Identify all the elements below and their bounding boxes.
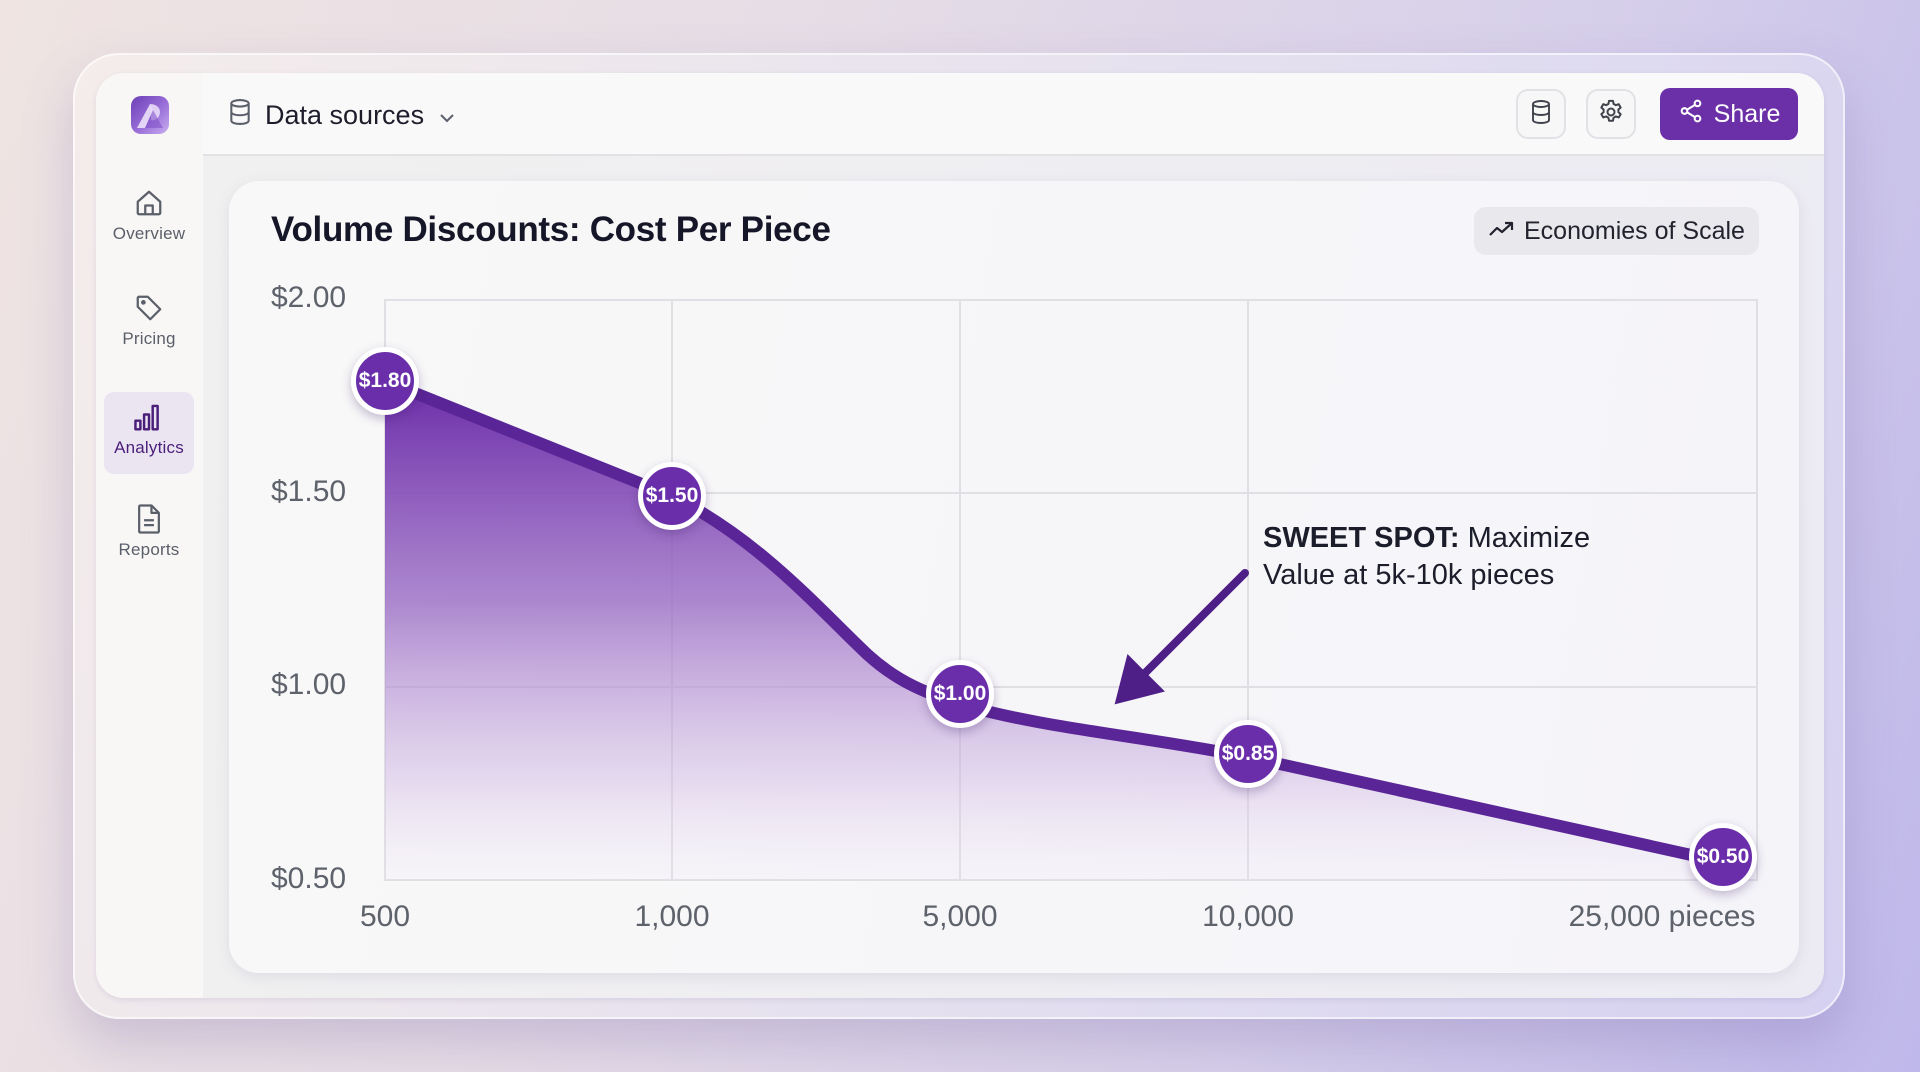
- tag-icon: [134, 291, 164, 325]
- database-button[interactable]: [1516, 89, 1566, 139]
- sweet-spot-annotation: SWEET SPOT: Maximize Value at 5k-10k pie…: [1263, 520, 1590, 594]
- settings-button[interactable]: [1586, 89, 1636, 139]
- badge-label: Economies of Scale: [1524, 216, 1745, 245]
- x-tick-label: 5,000: [922, 900, 998, 933]
- bar-chart-icon: [133, 400, 165, 434]
- data-point-marker[interactable]: $1.80: [351, 347, 419, 415]
- economies-of-scale-badge[interactable]: Economies of Scale: [1474, 207, 1759, 255]
- x-tick-label: 10,000: [1202, 900, 1294, 933]
- share-button[interactable]: Share: [1660, 88, 1798, 140]
- y-tick-label: $0.50: [271, 862, 347, 895]
- top-header: Data sources Share: [203, 73, 1824, 156]
- gear-icon: [1597, 98, 1625, 131]
- data-point-marker[interactable]: $1.50: [638, 462, 706, 530]
- data-sources-label: Data sources: [265, 99, 425, 130]
- logo-icon: [137, 104, 163, 128]
- y-tick-label: $2.00: [271, 281, 347, 314]
- y-tick-label: $1.00: [271, 668, 347, 701]
- sidebar-item-overview[interactable]: Overview: [104, 178, 194, 260]
- share-label: Share: [1713, 99, 1781, 128]
- annotation-line1: Maximize: [1459, 522, 1591, 554]
- x-tick-label: 500: [359, 900, 411, 933]
- x-tick-label: 1,000: [634, 900, 710, 933]
- data-point-marker[interactable]: $1.00: [926, 660, 994, 728]
- document-icon: [134, 502, 164, 536]
- trending-up-icon: [1488, 217, 1516, 246]
- x-tick-label: 25,000 pieces: [1568, 900, 1756, 933]
- sidebar-item-label: Analytics: [114, 438, 184, 457]
- sidebar-item-pricing[interactable]: Pricing: [104, 283, 194, 365]
- sidebar-item-reports[interactable]: Reports: [104, 494, 194, 576]
- y-tick-label: $1.50: [271, 475, 347, 508]
- chart-title: Volume Discounts: Cost Per Piece: [271, 210, 831, 249]
- data-sources-dropdown[interactable]: Data sources: [227, 95, 456, 135]
- sidebar-item-label: Overview: [112, 224, 186, 243]
- database-icon: [227, 97, 253, 134]
- data-point-marker[interactable]: $0.50: [1689, 823, 1757, 891]
- app-logo[interactable]: [131, 96, 169, 134]
- database-icon: [1529, 98, 1553, 131]
- sidebar-item-label: Pricing: [122, 329, 176, 348]
- sidebar: Overview Pricing Analytics Reports: [96, 73, 205, 998]
- annotation-bold: SWEET SPOT:: [1263, 522, 1460, 554]
- annotation-line2: Value at 5k-10k pieces: [1263, 559, 1555, 591]
- annotation-arrow: [1114, 569, 1249, 705]
- share-icon: [1678, 98, 1704, 131]
- area-fill: [385, 381, 1723, 880]
- home-icon: [134, 186, 164, 220]
- chevron-down-icon: [438, 100, 456, 131]
- data-point-marker[interactable]: $0.85: [1214, 720, 1282, 788]
- sidebar-item-analytics[interactable]: Analytics: [104, 392, 194, 474]
- sidebar-item-label: Reports: [118, 540, 180, 559]
- series-line: [379, 375, 1729, 868]
